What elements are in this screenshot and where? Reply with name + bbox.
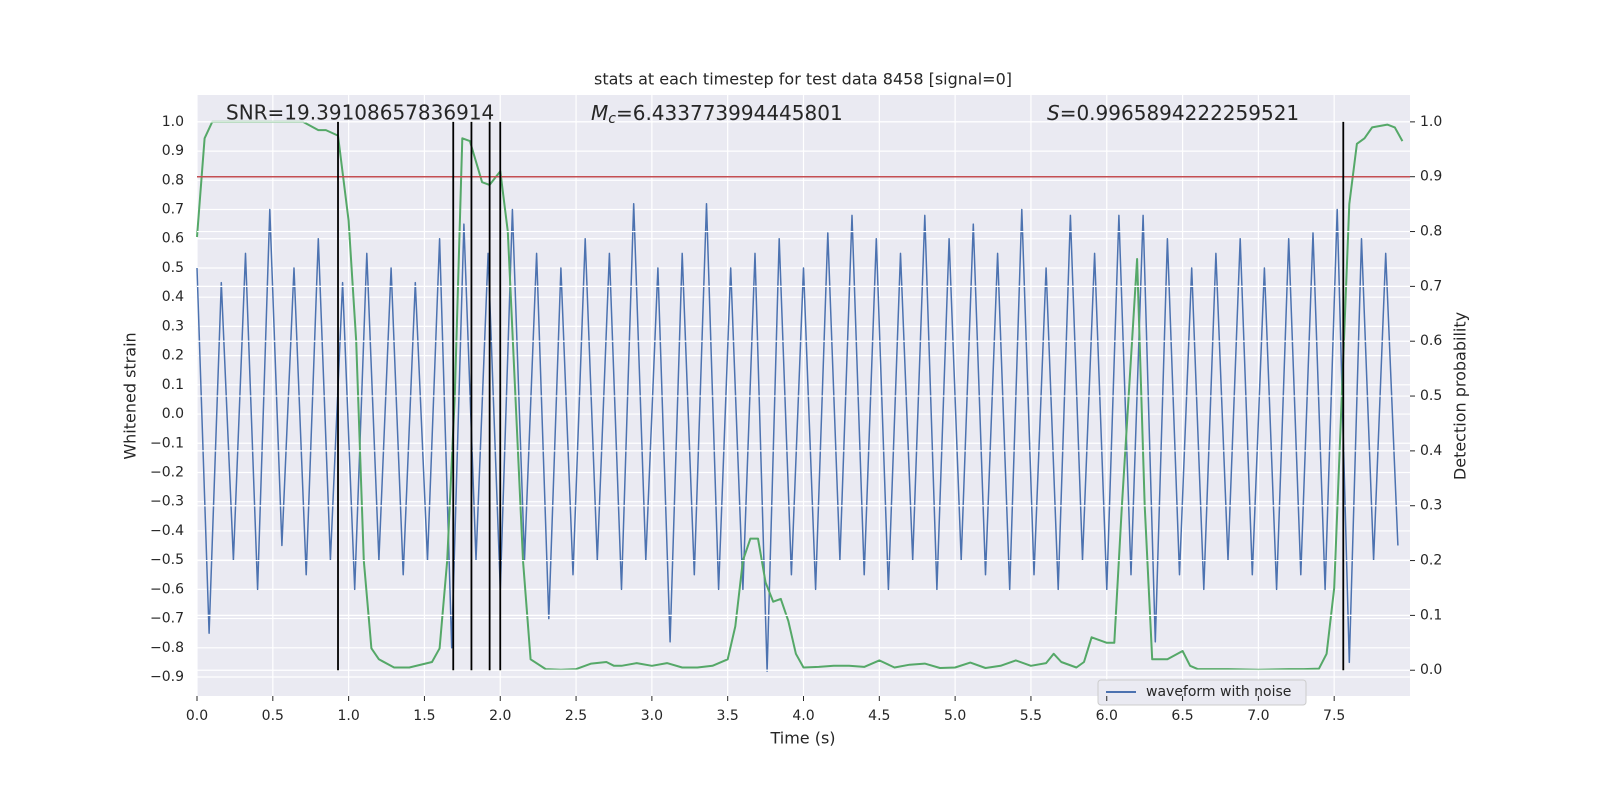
x-tick-label: 1.5: [413, 708, 435, 724]
y-tick-label: 1.0: [162, 114, 184, 130]
x-tick-label: 1.0: [337, 708, 359, 724]
y-tick-label: 0.4: [162, 289, 184, 305]
legend: waveform with noise: [1097, 679, 1307, 706]
y-tick-label: 0.3: [162, 318, 184, 334]
y-tick-label: −0.3: [150, 494, 184, 510]
annotation: Mc=6.433773994445801: [591, 101, 843, 128]
data-layer: [196, 120, 1404, 672]
over-layer: [197, 121, 1410, 671]
x-tick-label: 2.0: [489, 708, 511, 724]
y2-tick-label: 0.6: [1420, 333, 1442, 349]
x-axis-label: Time (s): [769, 729, 835, 748]
y2-tick-label: 0.2: [1420, 553, 1442, 569]
x-tick-label: 5.0: [944, 708, 966, 724]
legend-box: [1097, 679, 1307, 706]
y2-axis-label: Detection probability: [1451, 312, 1470, 480]
y2-tick-label: 0.8: [1420, 224, 1442, 240]
x-tick-label: 6.5: [1171, 708, 1193, 724]
x-tick-label: 4.5: [868, 708, 890, 724]
y-tick-label: −0.2: [150, 464, 184, 480]
y-tick-label: −0.4: [150, 523, 184, 539]
y2-tick-label: 0.7: [1420, 278, 1442, 294]
annotation: S=0.9965894222259521: [1047, 101, 1299, 125]
waveform-line: [196, 202, 1399, 672]
y2-tick-label: 0.9: [1420, 169, 1442, 185]
annotation-subscript: c: [608, 111, 616, 127]
x-tick-label: 3.0: [641, 708, 663, 724]
probability-line: [196, 120, 1404, 671]
y-axis-label: Whitened strain: [121, 332, 140, 459]
y2-tick-label: 0.1: [1420, 607, 1442, 623]
y2-tick-label: 0.5: [1420, 388, 1442, 404]
annotation-value: =0.9965894222259521: [1060, 101, 1299, 125]
annotation: SNR=19.39108657836914: [226, 101, 494, 125]
x-tick-label: 6.0: [1096, 708, 1118, 724]
x-tick-label: 7.0: [1247, 708, 1269, 724]
y-tick-label: 0.8: [162, 172, 184, 188]
chart-title: stats at each timestep for test data 845…: [594, 70, 1012, 89]
annotation-symbol: M: [591, 101, 608, 125]
y-tick-label: 0.9: [162, 143, 184, 159]
y-tick-label: 0.5: [162, 260, 184, 276]
y-tick-label: 0.2: [162, 348, 184, 364]
y-tick-label: −0.5: [150, 552, 184, 568]
x-tick-label: 0.0: [186, 708, 208, 724]
x-tick-label: 4.0: [792, 708, 814, 724]
x-tick-label: 0.5: [262, 708, 284, 724]
x-tick-label: 5.5: [1020, 708, 1042, 724]
x-tick-label: 7.5: [1323, 708, 1345, 724]
y-tick-label: −0.8: [150, 640, 184, 656]
x-tick-label: 3.5: [717, 708, 739, 724]
x-tick-label: 2.5: [565, 708, 587, 724]
annotation-symbol: S: [1047, 101, 1060, 125]
y-tick-label: 0.1: [162, 377, 184, 393]
y-tick-label: 0.6: [162, 231, 184, 247]
y-tick-label: 0.7: [162, 202, 184, 218]
y2-tick-label: 0.3: [1420, 498, 1442, 514]
y-tick-label: 0.0: [162, 406, 184, 422]
legend-label: waveform with noise: [1146, 684, 1291, 700]
y2-tick-label: 0.4: [1420, 443, 1442, 459]
y2-tick-label: 0.0: [1420, 662, 1442, 678]
y-tick-label: −0.7: [150, 611, 184, 627]
y-tick-label: −0.9: [150, 669, 184, 685]
y-tick-label: −0.6: [150, 581, 184, 597]
y-tick-label: −0.1: [150, 435, 184, 451]
y2-tick-label: 1.0: [1420, 114, 1442, 130]
annotation-value: =6.433773994445801: [616, 101, 843, 125]
